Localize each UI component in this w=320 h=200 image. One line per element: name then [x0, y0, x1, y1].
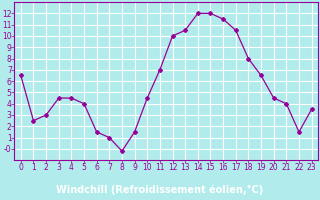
Text: Windchill (Refroidissement éolien,°C): Windchill (Refroidissement éolien,°C): [56, 184, 264, 195]
